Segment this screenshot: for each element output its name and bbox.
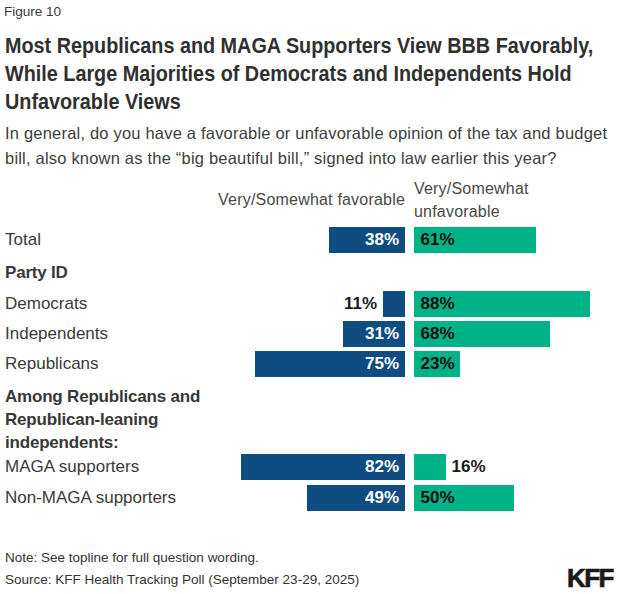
figure-page: Figure 10 Most Republicans and MAGA Supp… <box>0 0 620 594</box>
source-text: Source: KFF Health Tracking Poll (Septem… <box>5 572 359 587</box>
chart-title: Most Republicans and MAGA Supporters Vie… <box>5 32 593 116</box>
bar-unfavorable: 23% <box>414 351 460 377</box>
bar-favorable: 31% <box>343 321 405 347</box>
bar-unfavorable: 68% <box>414 321 550 347</box>
row-label: Non-MAGA supporters <box>5 485 176 511</box>
bar-favorable: 82% <box>241 454 405 480</box>
row-label: Total <box>5 227 41 253</box>
bar-unfavorable: 88% <box>414 291 590 317</box>
section-label-line: Party ID <box>5 261 68 284</box>
bar-unfavorable-value: 16% <box>452 454 486 480</box>
chart-title-line: While Large Majorities of Democrats and … <box>5 60 593 88</box>
section-label-line: Among Republicans and <box>5 385 200 408</box>
chart-title-line: Unfavorable Views <box>5 88 593 116</box>
row-label: Republicans <box>5 351 99 377</box>
bar-unfavorable <box>414 454 446 480</box>
bar-favorable: 49% <box>307 485 405 511</box>
chart-subtitle: In general, do you have a favorable or u… <box>5 121 607 171</box>
section-label-line: Republican-leaning <box>5 408 200 431</box>
bar-unfavorable: 61% <box>414 227 536 253</box>
row-label: MAGA supporters <box>5 454 139 480</box>
bar-favorable-value: 11% <box>344 291 377 317</box>
note-text: Note: See topline for full question word… <box>5 550 259 565</box>
bar-favorable <box>383 291 405 317</box>
bar-unfavorable: 50% <box>414 485 514 511</box>
column-header-favorable: Very/Somewhat favorable <box>218 189 405 211</box>
bar-favorable: 38% <box>329 227 405 253</box>
chart-subtitle-line: bill, also known as the “big beautiful b… <box>5 146 607 171</box>
section-label-line: independents: <box>5 431 200 454</box>
kff-logo: KFF <box>567 565 613 591</box>
bar-favorable: 75% <box>255 351 405 377</box>
section-label: Among Republicans andRepublican-leaningi… <box>5 385 200 454</box>
section-label: Party ID <box>5 261 68 284</box>
chart-subtitle-line: In general, do you have a favorable or u… <box>5 121 607 146</box>
chart-title-line: Most Republicans and MAGA Supporters Vie… <box>5 32 593 60</box>
row-label: Democrats <box>5 291 87 317</box>
figure-label: Figure 10 <box>4 4 61 19</box>
column-header-unfavorable: Very/Somewhat unfavorable <box>414 177 544 223</box>
row-label: Independents <box>5 321 108 347</box>
